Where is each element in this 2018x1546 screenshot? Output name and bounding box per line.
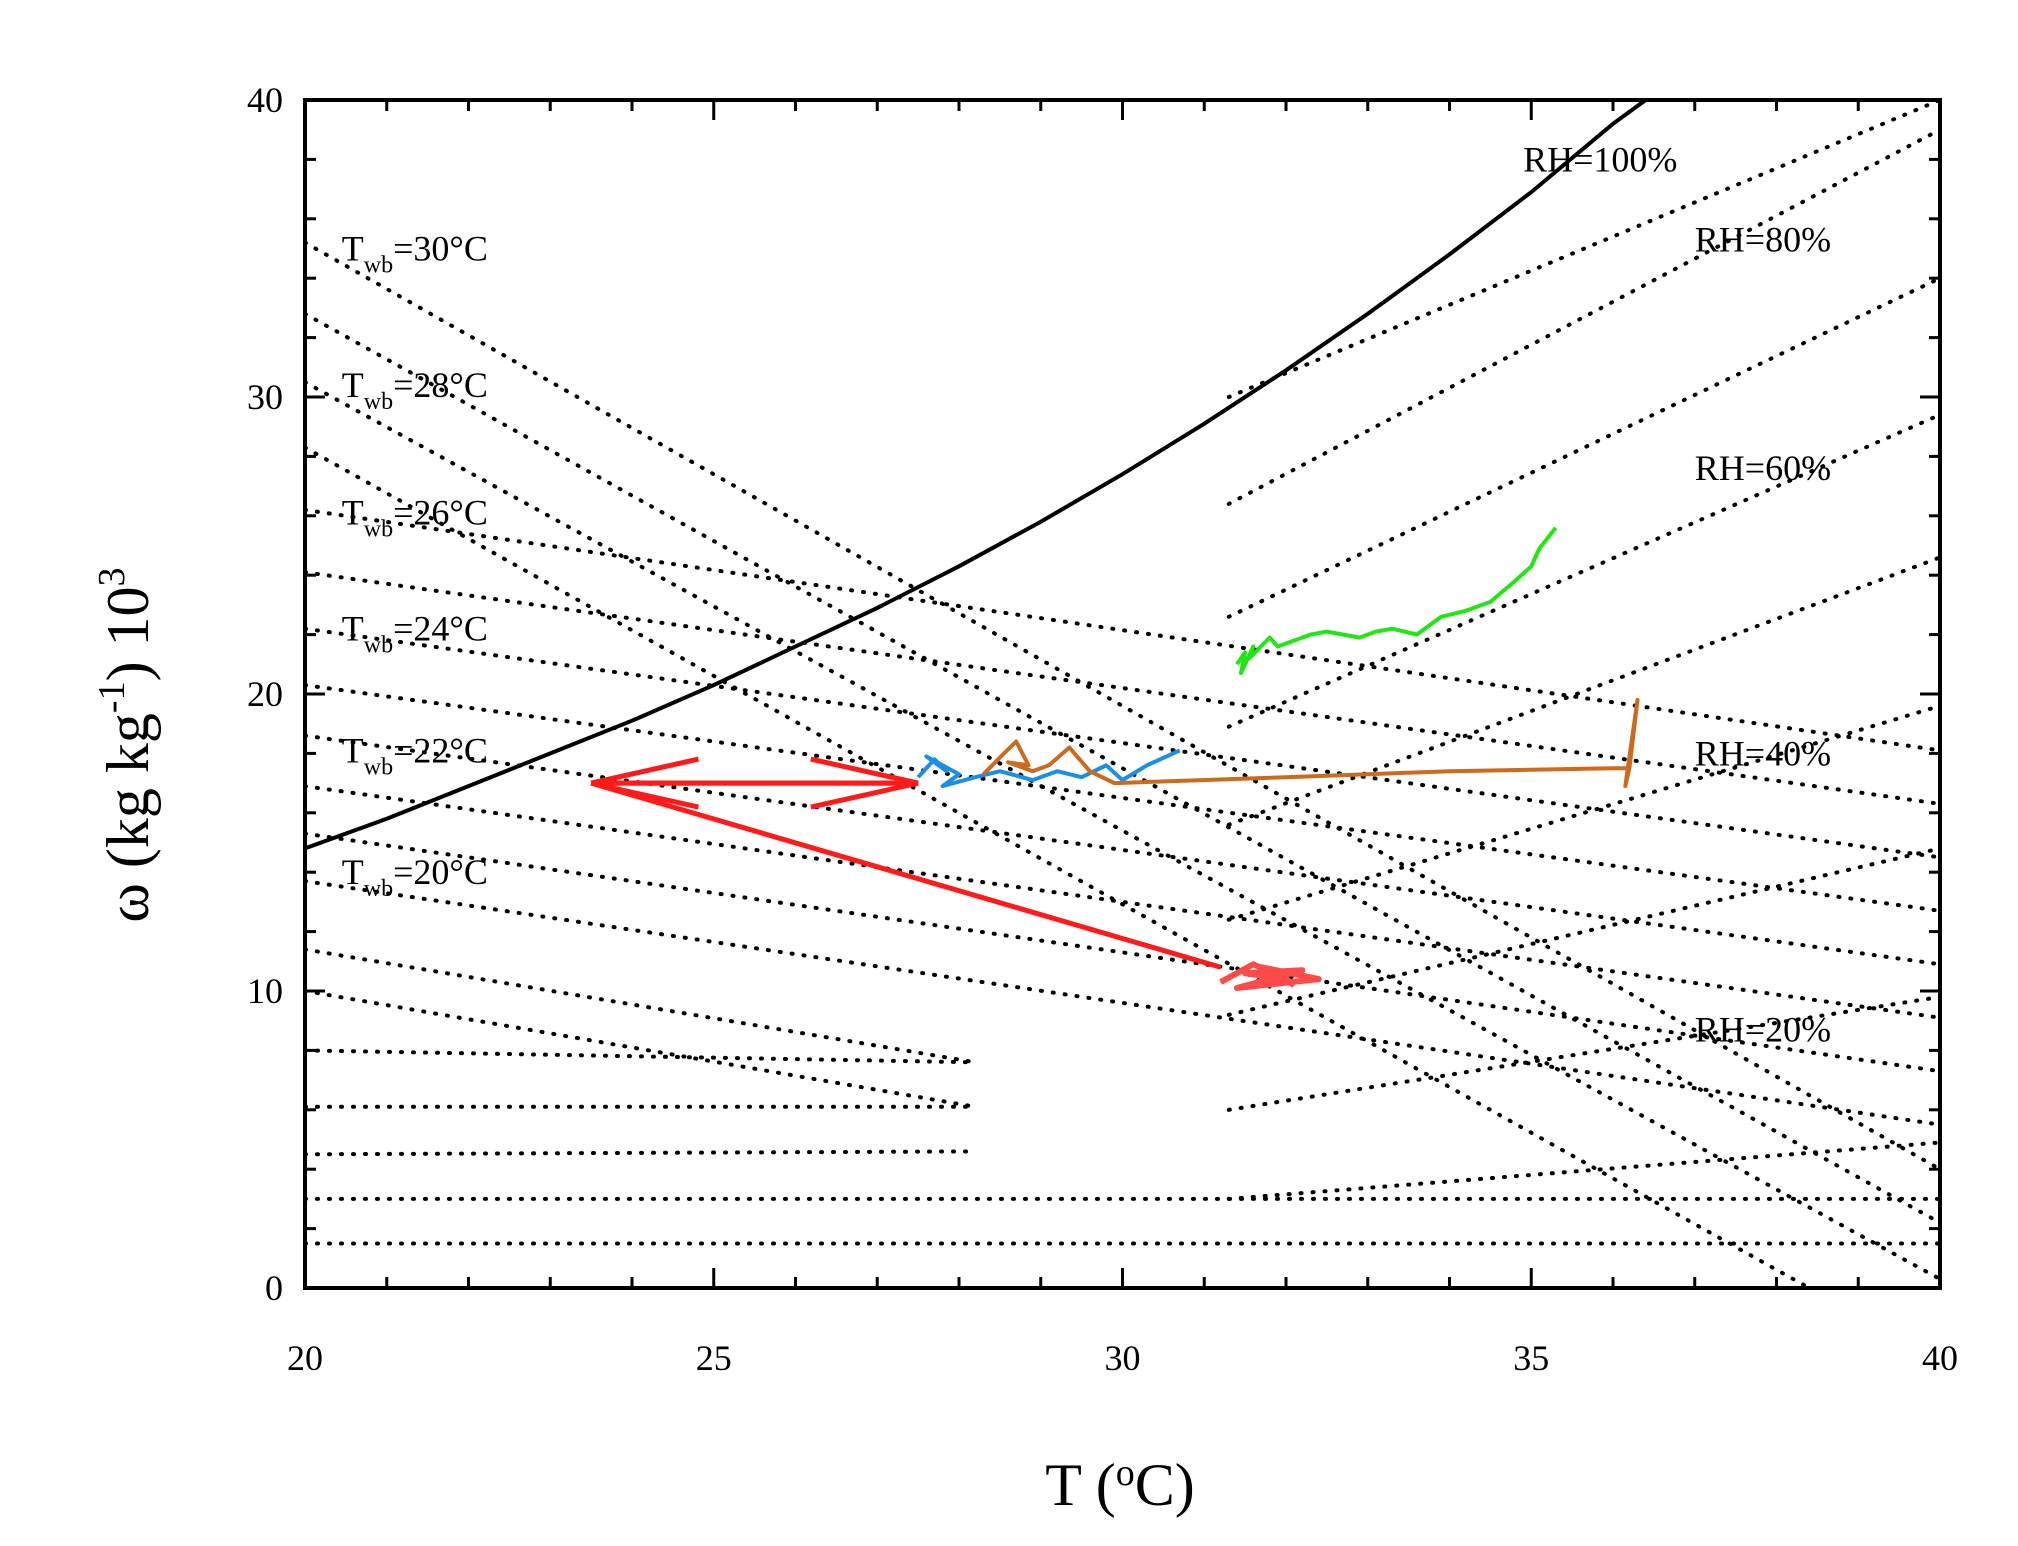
twb-label: Twb=22°C — [342, 730, 488, 780]
twb-line — [305, 626, 1940, 860]
x-tick-label: 35 — [1513, 1338, 1549, 1378]
rh-line — [1226, 412, 1940, 729]
guide-line — [305, 989, 978, 1109]
twb-line — [305, 733, 1940, 967]
twb-label: Twb=26°C — [342, 493, 488, 543]
x-tick-label: 30 — [1105, 1338, 1141, 1378]
arrow-shaft — [590, 780, 1222, 970]
rh-line — [1226, 994, 1940, 1112]
rh-label: RH=40% — [1695, 733, 1831, 773]
guide-line — [305, 947, 978, 1065]
x-tick-label: 20 — [287, 1338, 323, 1378]
rh-label: RH=20% — [1695, 1009, 1831, 1049]
twb-label: Twb=28°C — [342, 365, 488, 415]
y-tick-label: 20 — [247, 674, 283, 714]
twb-line — [305, 507, 1940, 753]
twb-line — [305, 380, 1940, 1282]
guide-lines — [305, 100, 1940, 1288]
y-tick-label: 40 — [247, 80, 283, 120]
twb-line — [305, 784, 1940, 1020]
y-tick-label: 0 — [265, 1268, 283, 1308]
labels: 20 25 30 35 40 0 10 20 30 40 RH=100% RH=80% RH=60% RH… — [247, 80, 1958, 1378]
y-tick-label: 10 — [247, 971, 283, 1011]
series-brown — [982, 697, 1640, 789]
twb-line — [305, 311, 1940, 1225]
rh-line — [1226, 555, 1940, 827]
arrows — [590, 756, 1222, 970]
y-axis-title: ω (kg kg-1) 103 — [91, 567, 161, 922]
twb-line — [305, 445, 1812, 1288]
twb-line — [305, 831, 1940, 1074]
twb-line — [305, 240, 1940, 1172]
guide-line — [305, 1149, 978, 1157]
rh-label: RH=60% — [1695, 448, 1831, 488]
plot-frame — [303, 98, 1942, 1290]
rh-label: RH=80% — [1695, 219, 1831, 259]
twb-line — [305, 570, 1940, 806]
rh-label: RH=100% — [1523, 139, 1677, 179]
arrow-head — [810, 780, 919, 810]
twb-label: Twb=24°C — [342, 609, 488, 659]
rh-line — [1226, 846, 1940, 1017]
arrow-head — [590, 756, 700, 786]
arrow-head — [810, 756, 919, 786]
rh-line — [1226, 100, 1940, 399]
twb-line — [305, 879, 1940, 1127]
axis-ticks — [303, 98, 1942, 1290]
y-tick-label: 30 — [247, 377, 283, 417]
data-series — [916, 526, 1640, 991]
arrow-diagonal — [590, 780, 1222, 970]
x-tick-label: 40 — [1922, 1338, 1958, 1378]
guide-line — [305, 1048, 978, 1065]
svg-text:ω (kg kg-1) 103: ω (kg kg-1) 103 — [91, 567, 161, 922]
rh-line — [1226, 276, 1940, 619]
twb-line — [305, 683, 1940, 913]
saturation-curve — [305, 100, 1647, 851]
series-red-cluster — [1219, 961, 1322, 991]
twb-label: Twb=20°C — [342, 852, 488, 902]
twb-label: Twb=30°C — [342, 228, 488, 278]
series-green — [1235, 526, 1558, 676]
x-tick-label: 25 — [696, 1338, 732, 1378]
rh-line — [1226, 127, 1940, 506]
rh-line — [1226, 1140, 1940, 1201]
series-blue — [916, 748, 1181, 789]
x-axis-title: T (oC) — [1045, 1452, 1195, 1518]
rh-line — [1226, 703, 1940, 922]
